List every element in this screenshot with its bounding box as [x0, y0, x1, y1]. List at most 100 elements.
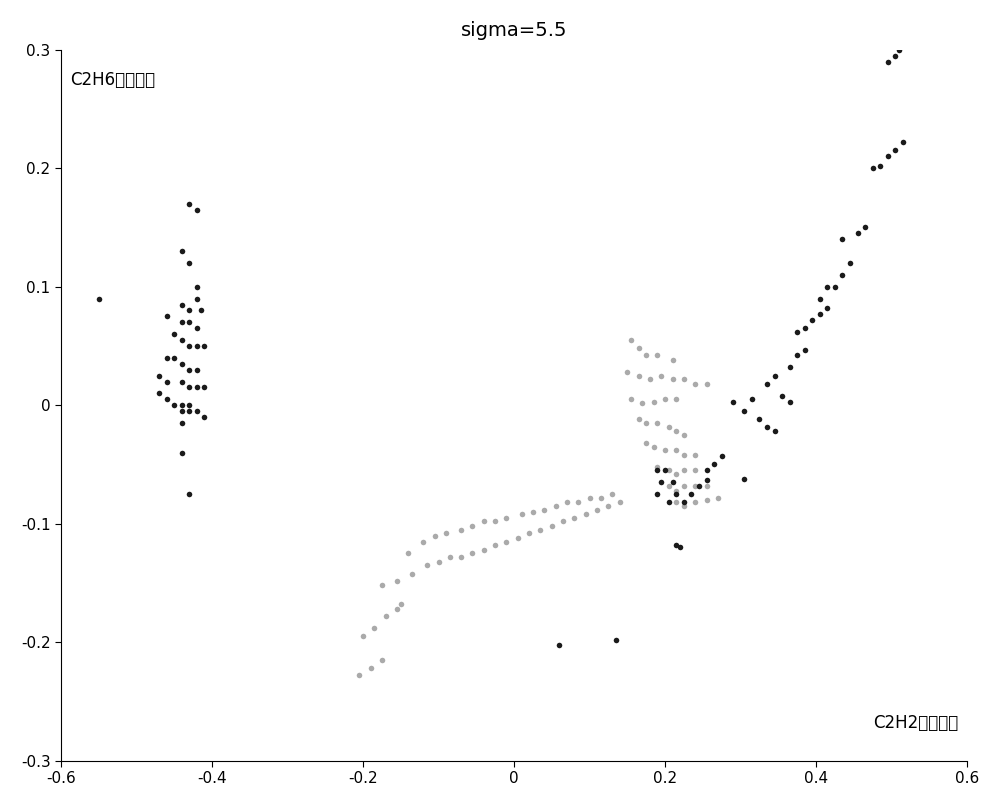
Point	[189, 363, 205, 376]
Point	[887, 144, 903, 157]
Point	[668, 538, 684, 551]
Point	[714, 449, 730, 462]
Point	[532, 523, 548, 536]
Point	[891, 44, 907, 56]
Point	[174, 245, 190, 257]
Point	[657, 444, 673, 457]
Point	[687, 479, 703, 492]
Point	[759, 378, 775, 391]
Point	[653, 476, 669, 489]
Point	[725, 395, 741, 408]
Point	[181, 399, 197, 412]
Point	[181, 198, 197, 211]
Point	[736, 404, 752, 417]
Point	[812, 307, 828, 320]
Point	[699, 378, 715, 391]
Point	[797, 322, 813, 335]
Point	[174, 416, 190, 429]
Point	[181, 316, 197, 328]
Point	[872, 160, 888, 173]
Point	[774, 389, 790, 402]
Point	[536, 503, 552, 516]
Point	[665, 353, 681, 366]
Point	[834, 269, 850, 282]
Point	[174, 333, 190, 346]
Point	[389, 574, 405, 587]
Title: sigma=5.5: sigma=5.5	[461, 21, 567, 40]
Point	[649, 464, 665, 477]
Point	[661, 420, 677, 433]
Point	[665, 476, 681, 489]
Point	[623, 393, 639, 406]
Point	[181, 257, 197, 270]
Point	[887, 49, 903, 62]
Point	[668, 496, 684, 509]
Point	[661, 479, 677, 492]
Point	[555, 515, 571, 528]
Point	[631, 369, 647, 382]
Point	[649, 487, 665, 500]
Point	[544, 520, 560, 533]
Point	[812, 292, 828, 305]
Point	[687, 378, 703, 391]
Point	[570, 496, 586, 509]
Point	[159, 375, 175, 388]
Point	[668, 444, 684, 457]
Point	[166, 328, 182, 341]
Point	[834, 233, 850, 246]
Point	[744, 393, 760, 406]
Point	[427, 529, 443, 542]
Point	[404, 567, 420, 580]
Point	[699, 479, 715, 492]
Point	[438, 527, 454, 540]
Point	[676, 500, 692, 512]
Point	[668, 484, 684, 497]
Point	[189, 381, 205, 394]
Point	[159, 310, 175, 323]
Point	[819, 280, 835, 293]
Point	[850, 227, 866, 240]
Point	[91, 292, 107, 305]
Point	[857, 221, 873, 234]
Point	[431, 555, 447, 568]
Point	[895, 136, 911, 148]
Point	[797, 343, 813, 356]
Point	[683, 487, 699, 500]
Point	[400, 547, 416, 560]
Point	[657, 393, 673, 406]
Point	[665, 373, 681, 386]
Point	[476, 515, 492, 528]
Point	[159, 393, 175, 406]
Point	[638, 437, 654, 449]
Point	[181, 363, 197, 376]
Point	[789, 349, 805, 362]
Point	[767, 369, 783, 382]
Point	[676, 449, 692, 462]
Point	[819, 302, 835, 315]
Point	[442, 550, 458, 563]
Point	[649, 349, 665, 362]
Point	[366, 621, 382, 634]
Point	[668, 487, 684, 500]
Point	[389, 603, 405, 616]
Point	[181, 487, 197, 500]
Point	[653, 369, 669, 382]
Point	[687, 496, 703, 509]
Point	[174, 358, 190, 370]
Point	[189, 292, 205, 305]
Text: C2H2气体浓度: C2H2气体浓度	[873, 714, 958, 732]
Point	[551, 638, 567, 651]
Point	[166, 351, 182, 364]
Point	[393, 598, 409, 611]
Point	[638, 416, 654, 429]
Point	[174, 375, 190, 388]
Point	[672, 541, 688, 554]
Point	[642, 373, 658, 386]
Point	[687, 449, 703, 462]
Point	[453, 523, 469, 536]
Point	[566, 512, 582, 525]
Point	[676, 479, 692, 492]
Point	[174, 404, 190, 417]
Point	[710, 491, 726, 504]
Point	[634, 396, 650, 409]
